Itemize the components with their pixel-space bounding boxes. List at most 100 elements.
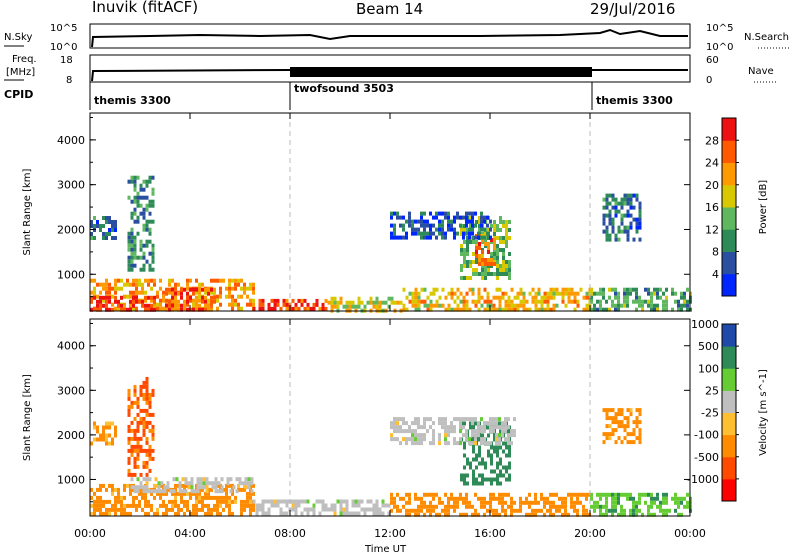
heat-cell [105,433,108,438]
heat-cell [396,504,399,509]
heat-cell [459,291,463,296]
heat-cell [229,489,233,494]
heat-cell [339,503,343,508]
y-tick-label: 1000 [57,473,85,486]
heat-cell [93,228,96,232]
heat-cell [405,421,408,426]
heat-cell [420,211,423,216]
heat-cell [605,424,609,429]
heat-cell [677,496,680,501]
heat-cell [508,461,511,466]
heat-cell [213,503,216,508]
heat-cell [635,508,638,513]
heat-cell [156,290,159,295]
heat-cell [354,503,358,508]
heat-cell [471,291,475,296]
heat-cell [626,496,629,501]
heat-cell [423,219,426,224]
heat-cell [447,291,451,296]
heat-cell [665,512,668,517]
heat-cell [127,448,131,453]
heat-cell [499,220,502,224]
heat-cell [321,507,325,512]
heat-cell [611,492,614,497]
heat-cell [366,499,370,504]
heat-cell [466,260,469,264]
heat-cell [120,511,123,516]
heat-cell [393,417,396,422]
colorbar-tick-label: 25 [705,384,719,397]
heat-cell [238,477,242,482]
heat-cell [348,304,352,309]
heat-cell [111,483,114,488]
heat-cell [469,461,472,466]
heat-cell [463,453,466,458]
heat-cell [480,496,483,501]
heat-cell [190,485,194,490]
heat-cell [481,473,484,478]
heat-cell [498,299,502,304]
heat-cell [393,235,396,240]
heat-cell [145,239,149,244]
heat-cell [123,503,126,508]
heat-cell [147,303,150,308]
heat-cell [321,499,325,504]
heat-cell [478,453,481,458]
heat-cell [499,268,502,272]
heat-cell [614,496,617,501]
heat-cell [472,272,475,276]
heat-cell [564,508,567,513]
heat-cell [468,235,471,240]
heat-cell [148,219,152,224]
heat-cell [142,195,146,200]
heat-cell [501,291,505,296]
heat-cell [626,287,629,292]
heat-cell [198,491,201,496]
heat-cell [459,425,462,430]
heat-cell [96,220,99,224]
heat-cell [489,492,492,497]
heat-cell [493,477,496,482]
heat-cell [135,286,138,291]
heat-cell [438,512,441,517]
heat-cell [246,302,249,307]
heat-cell [567,299,571,304]
heat-cell [148,239,152,244]
cpid-row: CPID themis 3300 twofsound 3503 themis 3… [4,82,673,110]
heat-cell [186,499,189,504]
heat-cell [608,508,611,513]
heat-cell [629,201,633,206]
heat-cell [93,216,96,220]
heat-cell [478,445,481,450]
heat-cell [165,491,168,496]
heat-cell [493,437,496,442]
heat-cell [656,287,659,292]
heat-cell [626,201,630,206]
heat-cell [450,291,454,296]
heat-cell [372,503,376,508]
heat-cell [375,511,379,516]
heat-cell [145,464,149,469]
colorbar-swatch [722,368,736,391]
heat-cell [132,295,135,300]
heat-cell [145,183,149,188]
heat-cell [402,215,405,220]
heat-cell [144,491,147,496]
heat-cell [665,303,668,308]
heat-cell [505,264,508,268]
heat-cell [629,492,632,497]
heat-cell [686,307,689,312]
heat-cell [414,303,418,308]
heat-cell [665,508,668,513]
heat-cell [555,504,558,509]
colorbar-swatch [722,140,736,163]
heat-cell [602,432,606,437]
heat-cell [141,303,144,308]
heat-cell [507,303,511,308]
heat-cell [228,507,231,512]
heat-cell [420,508,423,513]
heat-cell [127,231,131,236]
heat-cell [499,481,502,486]
heat-cell [508,473,511,478]
heat-cell [438,421,441,426]
